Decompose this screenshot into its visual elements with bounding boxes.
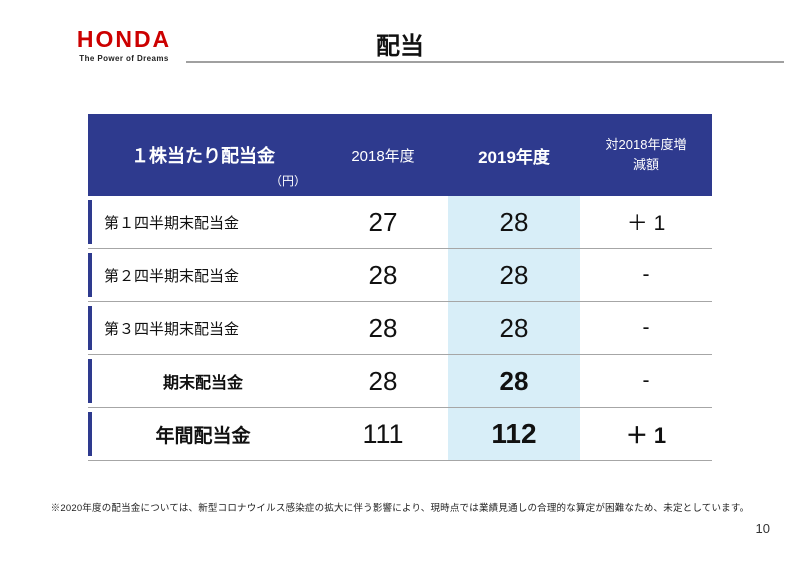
row-label: 第１四半期末配当金 [88, 196, 318, 248]
table-row-annual: 年間配当金 111 112 ＋ 1 [88, 408, 712, 461]
table-row-q1: 第１四半期末配当金 27 28 ＋ 1 [88, 196, 712, 249]
value-fy2018: 28 [368, 312, 398, 343]
value-fy2019: 28 [448, 196, 580, 248]
table-header-row: １株当たり配当金 （円） 2018年度 2019年度 対2018年度増減額 [88, 114, 712, 196]
row-label: 第２四半期末配当金 [88, 249, 318, 301]
page-number: 10 [755, 521, 770, 536]
header-cell-fy2018: 2018年度 [351, 147, 415, 165]
row-label: 第３四半期末配当金 [88, 302, 318, 354]
footnote: ※2020年度の配当金については、新型コロナウイルス感染症の拡大に伴う影響により… [50, 503, 750, 514]
unit-label: （円） [269, 174, 306, 188]
honda-tagline: The Power of Dreams [79, 54, 169, 63]
header-change-text: 対2018年度増減額 [605, 136, 687, 172]
header-cell-change: 対2018年度増減額 [580, 114, 712, 196]
value-fy2019: 112 [448, 408, 580, 460]
title-divider [186, 61, 784, 63]
table-row-q3: 第３四半期末配当金 28 28 - [88, 302, 712, 355]
honda-wordmark: HONDA [76, 26, 172, 52]
page-title: 配当 [376, 33, 424, 60]
value-fy2019: 28 [448, 355, 580, 407]
row-label: 年間配当金 [88, 408, 318, 460]
value-change: - [642, 369, 650, 392]
value-fy2019: 28 [448, 302, 580, 354]
table-row-yearend: 期末配当金 28 28 - [88, 355, 712, 408]
value-change: - [642, 316, 650, 339]
value-fy2018: 28 [368, 259, 398, 290]
value-fy2018: 111 [362, 418, 404, 449]
value-fy2019: 28 [448, 249, 580, 301]
honda-logo: HONDA The Power of Dreams [64, 26, 184, 63]
value-fy2018: 27 [368, 206, 398, 237]
value-fy2018: 28 [368, 365, 398, 396]
dividend-table: １株当たり配当金 （円） 2018年度 2019年度 対2018年度増減額 第１… [88, 114, 712, 461]
header-cell-label: １株当たり配当金 （円） [88, 114, 318, 196]
header-cell-fy2019: 2019年度 [478, 147, 550, 167]
header-label-text: １株当たり配当金 [131, 146, 275, 166]
row-label: 期末配当金 [88, 355, 318, 407]
table-row-q2: 第２四半期末配当金 28 28 - [88, 249, 712, 302]
value-change: - [642, 263, 650, 286]
value-change: ＋ 1 [625, 423, 667, 448]
value-change: ＋ 1 [626, 212, 666, 235]
